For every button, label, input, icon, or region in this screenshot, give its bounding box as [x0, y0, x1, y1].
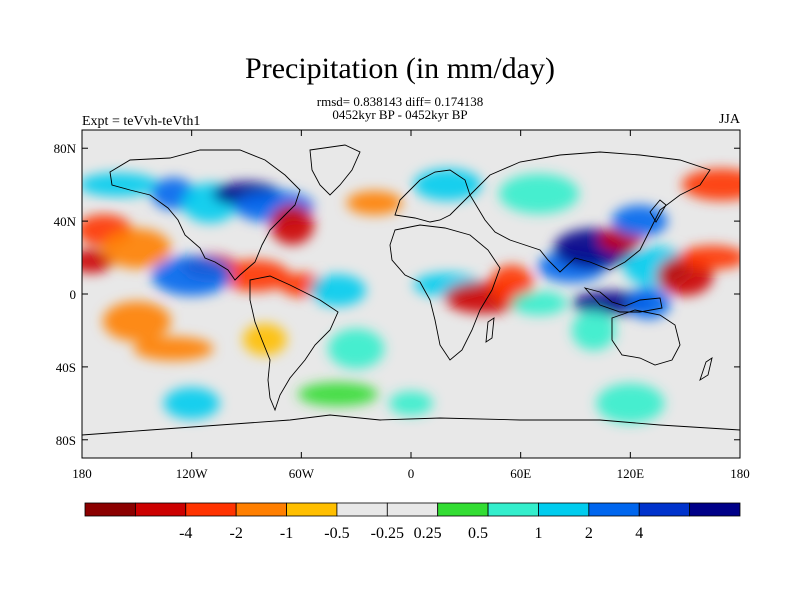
colorbar-swatch: [235, 502, 287, 517]
colorbar-swatch: [386, 502, 439, 517]
y-axis: 80N 40N 0 40S 80S: [54, 141, 740, 448]
anomaly-blob: [681, 168, 740, 201]
anomaly-blob: [626, 287, 671, 320]
anomaly-blob: [242, 323, 287, 356]
colorbar-swatch: [588, 502, 640, 517]
x-tick-label: 60E: [510, 466, 531, 481]
anomaly-blob: [510, 291, 567, 316]
anomaly-blob: [102, 301, 171, 342]
y-tick-label: 80S: [56, 433, 76, 448]
coastlines: [82, 144, 740, 436]
anomaly-blob: [571, 310, 616, 351]
anomaly-blob: [270, 204, 315, 245]
x-tick-label: 180: [72, 466, 92, 481]
anomaly-blob: [346, 190, 403, 215]
colorbar-swatch: [185, 502, 237, 517]
colorbar-label: -2: [229, 525, 242, 542]
colorbar-label: 4: [635, 525, 643, 542]
coast-madagascar: [485, 317, 495, 343]
coast-asia: [469, 151, 711, 273]
coast-japan: [649, 199, 667, 223]
x-axis: 180 120W 60W 0 60E 120E 180: [72, 130, 750, 481]
x-tick-label: 0: [408, 466, 415, 481]
colorbar-label: -0.5: [324, 525, 349, 542]
colorbar-swatch: [84, 502, 136, 517]
map-field: [82, 130, 740, 458]
colorbar-label: 0.25: [414, 525, 442, 542]
anomaly-blob: [151, 255, 232, 296]
coast-europe: [394, 169, 471, 223]
colorbar-label: -4: [179, 525, 192, 542]
colorbar-swatch: [437, 502, 489, 517]
coast-new-zealand: [699, 356, 713, 382]
anomaly-blob: [389, 391, 433, 416]
anomaly-blob: [297, 382, 378, 407]
anomaly-blob: [498, 173, 579, 214]
anomaly-blob: [133, 336, 214, 361]
colorbar-label: 1: [534, 525, 542, 542]
colorbar-label: -1: [280, 525, 293, 542]
anomaly-blob: [221, 259, 290, 292]
y-tick-label: 40N: [54, 214, 77, 229]
colorbar-swatch: [134, 502, 187, 517]
anomaly-blob: [611, 205, 668, 238]
anomaly-blob: [309, 274, 366, 307]
colorbar-swatch: [689, 502, 741, 517]
x-tick-label: 60W: [289, 466, 315, 481]
anomaly-blob: [678, 245, 740, 270]
colorbar-label: -0.25: [371, 525, 404, 542]
colorbar-swatch: [487, 502, 539, 517]
coast-greenland: [309, 144, 361, 196]
coast-south-america: [249, 275, 339, 412]
x-tick-label: 120E: [617, 466, 645, 481]
coast-north-america: [109, 149, 301, 281]
anomaly-blob: [82, 172, 159, 197]
colorbar-label: 0.5: [468, 525, 488, 542]
anomaly-blob: [102, 228, 171, 269]
anomaly-blob: [163, 387, 220, 420]
colorbar-swatch: [538, 502, 590, 517]
x-tick-label: 120W: [176, 466, 209, 481]
x-tick-label: 180: [730, 466, 750, 481]
experiment-label: Expt = teVvh-teVth1: [82, 114, 201, 129]
y-tick-label: 0: [70, 287, 77, 302]
colorbar-swatch: [638, 502, 691, 517]
anomaly-field: [82, 168, 740, 424]
season-label: JJA: [718, 112, 740, 127]
period-line: 0452kyr BP - 0452kyr BP: [332, 107, 468, 122]
colorbar-swatch: [286, 502, 338, 517]
colorbar: -4 -2 -1 -0.5 -0.25 0.25 0.5 1 2 4: [84, 502, 741, 542]
coast-africa: [389, 224, 501, 361]
colorbar-label: 2: [585, 525, 593, 542]
coast-indonesia: [583, 287, 663, 313]
coast-australia: [611, 309, 681, 366]
y-tick-label: 80N: [54, 141, 77, 156]
coast-antarctica: [82, 414, 740, 436]
anomaly-blob: [413, 168, 482, 201]
stats-line: rmsd= 0.838143 diff= 0.174138: [316, 94, 484, 109]
colorbar-swatch: [336, 502, 388, 517]
anomaly-blob: [596, 383, 665, 424]
chart-title: Precipitation (in mm/day): [245, 52, 555, 85]
y-tick-label: 40S: [56, 360, 76, 375]
anomaly-blob: [328, 328, 385, 369]
